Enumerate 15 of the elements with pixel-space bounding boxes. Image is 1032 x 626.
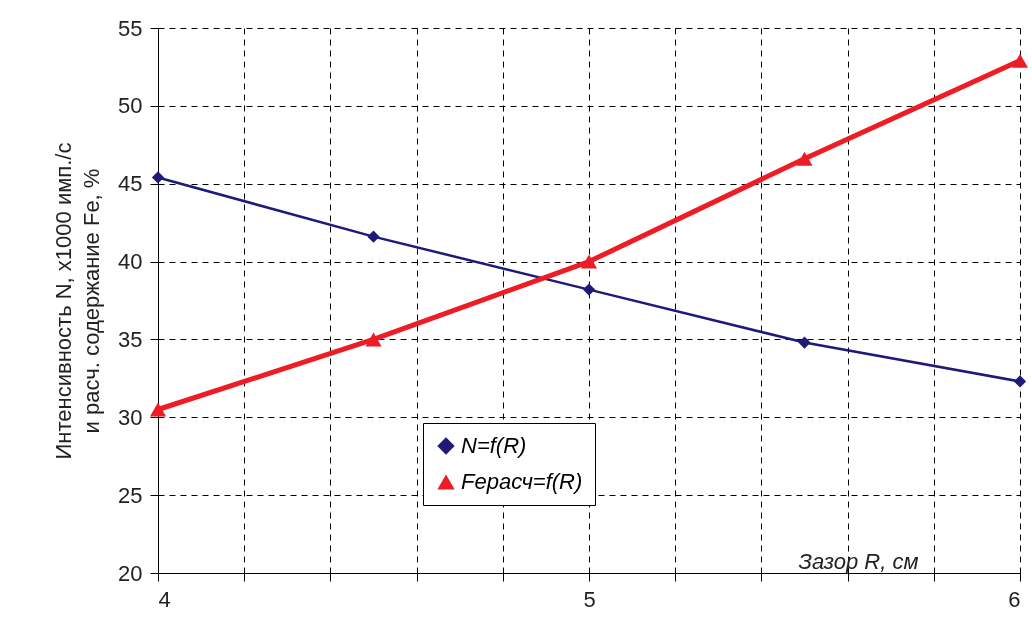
y-tick-label: 55 <box>118 15 143 41</box>
x-tick-label: 5 <box>583 586 596 612</box>
y-tick-label: 25 <box>118 482 143 508</box>
legend-label: N=f(R) <box>461 433 527 458</box>
y-tick-label: 35 <box>118 326 143 352</box>
y-tick-label: 20 <box>118 560 143 586</box>
y-axis-title: Интенсивность N, х1000 имп./с и расч. содержание Fe, % <box>51 142 105 460</box>
y-tick-label: 40 <box>118 249 143 275</box>
x-tick-label: 6 <box>1008 586 1021 612</box>
x-tick-label: 4 <box>158 586 171 612</box>
y-tick-label: 30 <box>118 404 143 430</box>
y-tick-label: 50 <box>118 93 143 119</box>
legend-label: Feрасч=f(R) <box>461 469 583 494</box>
x-axis-title: Зазор R, см <box>798 548 919 574</box>
y-tick-label: 45 <box>118 171 143 197</box>
